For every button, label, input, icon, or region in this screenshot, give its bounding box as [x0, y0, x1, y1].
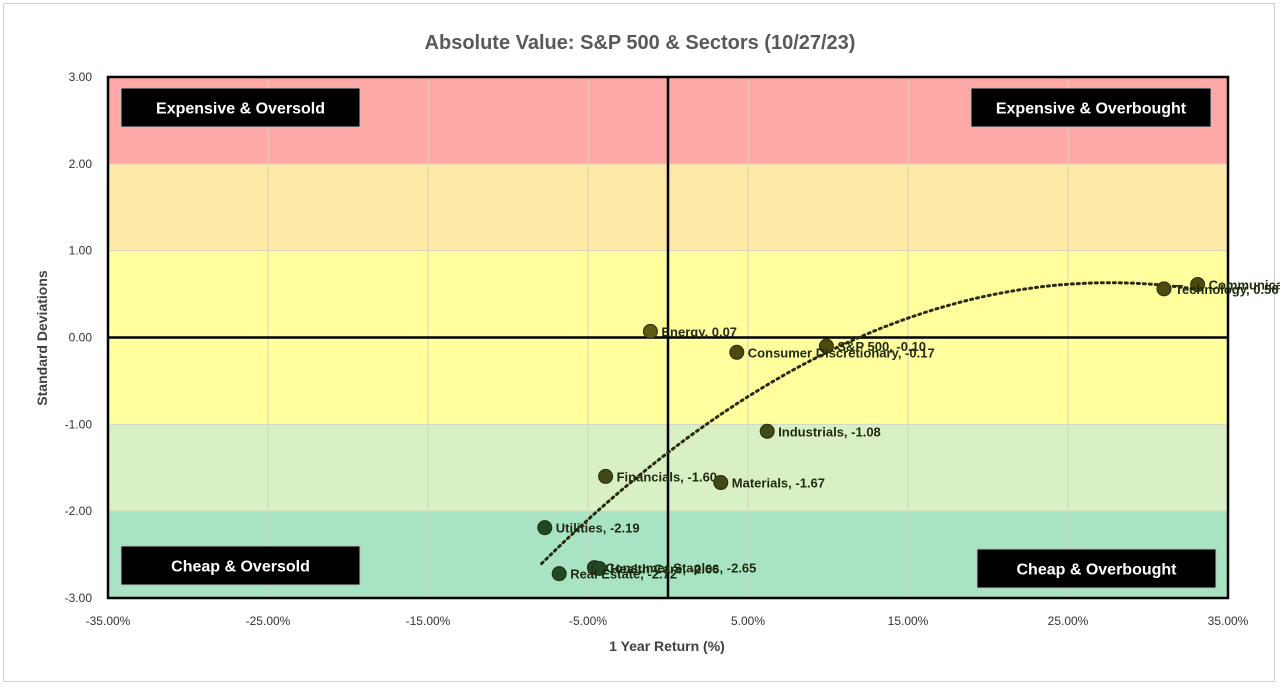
quadrant-cheap-and-oversold: Cheap & Oversold [120, 545, 361, 586]
data-label: Industrials, -1.08 [778, 424, 881, 439]
y-tick-label: -1.00 [65, 417, 93, 431]
x-tick-label: -15.00% [406, 614, 451, 628]
quadrant-text: Cheap & Oversold [171, 559, 310, 576]
data-point [713, 475, 729, 491]
y-tick-label: -3.00 [65, 591, 93, 605]
point-technology: Technology, 0.56 [1156, 281, 1279, 297]
quadrant-labels: Expensive & Oversold Expensive & Overboug… [120, 87, 1217, 589]
point-financials: Financials, -1.60 [598, 468, 717, 484]
data-label: Materials, -1.67 [732, 476, 825, 491]
data-point [1156, 281, 1172, 297]
data-label: Consumer Staples, -2.65 [605, 561, 756, 576]
data-point [598, 468, 614, 484]
data-label: S&P 500, -0.10 [837, 339, 926, 354]
point-real-estate: Real Estate, -2.72 [551, 566, 677, 582]
x-tick-label: 25.00% [1048, 614, 1089, 628]
y-tick-label: 1.00 [69, 244, 93, 258]
point-communication-services: Communication Services, 0.61 [1190, 277, 1280, 293]
data-point [729, 344, 745, 360]
data-label: Utilities, -2.19 [556, 521, 640, 536]
data-point [759, 423, 775, 439]
points-layer: Communication Services, 0.61Technology, … [537, 277, 1280, 582]
point-sandp-500: S&P 500, -0.10 [818, 338, 926, 354]
data-point [537, 520, 553, 536]
quadrant-cheap-and-overbought: Cheap & Overbought [976, 548, 1217, 589]
quadrant-text: Expensive & Oversold [156, 101, 325, 118]
x-tick-label: 15.00% [888, 614, 929, 628]
quadrant-expensive-and-overbought: Expensive & Overbought [970, 87, 1212, 128]
x-tick-labels: -35.00% -25.00% -15.00% -5.00% 5.00% 15.00% 25… [86, 614, 1249, 628]
y-tick-labels: 3.00 2.00 1.00 0.00 -1.00 -2.00 -3.00 [65, 70, 93, 605]
data-point [818, 338, 834, 354]
quadrant-expensive-and-oversold: Expensive & Oversold [120, 87, 361, 128]
x-tick-label: 5.00% [731, 614, 765, 628]
data-point [1190, 277, 1206, 293]
x-tick-label: -35.00% [86, 614, 131, 628]
data-label: Consumer Discretionary, -0.17 [748, 345, 935, 360]
data-label: Health Care, -2.66 [610, 561, 719, 576]
point-industrials: Industrials, -1.08 [759, 423, 881, 439]
y-axis-label: Standard Deviations [34, 270, 50, 406]
y-tick-label: 2.00 [69, 157, 93, 171]
point-utilities: Utilities, -2.19 [537, 520, 640, 536]
data-point [591, 560, 607, 576]
y-tick-label: 3.00 [69, 70, 93, 84]
trendline [540, 281, 1200, 566]
chart-title: Absolute Value: S&P 500 & Sectors (10/27… [425, 32, 856, 54]
x-tick-label: -5.00% [569, 614, 607, 628]
x-tick-label: 35.00% [1208, 614, 1249, 628]
axes-layer [106, 75, 1230, 600]
data-label: Communication Services, 0.61 [1209, 278, 1280, 293]
point-health-care: Health Care, -2.66 [591, 560, 719, 576]
y-tick-label: -2.00 [65, 504, 93, 518]
point-energy: Energy, 0.07 [642, 323, 737, 339]
quadrant-box [970, 87, 1212, 128]
data-label: Financials, -1.60 [617, 469, 717, 484]
quadrant-box [120, 545, 361, 586]
data-point [642, 323, 658, 339]
quadrant-text: Cheap & Overbought [1016, 562, 1177, 579]
x-axis-label: 1 Year Return (%) [609, 638, 725, 654]
trendline-layer [540, 281, 1200, 566]
point-consumer-discretionary: Consumer Discretionary, -0.17 [729, 344, 935, 360]
data-label: Real Estate, -2.72 [570, 567, 677, 582]
point-materials: Materials, -1.67 [713, 475, 825, 491]
data-label: Energy, 0.07 [661, 324, 737, 339]
quadrant-box [120, 87, 361, 128]
chart-frame [3, 3, 1275, 682]
y-tick-label: 0.00 [69, 331, 93, 345]
x-tick-label: -25.00% [246, 614, 291, 628]
data-point [551, 566, 567, 582]
data-label: Technology, 0.56 [1175, 282, 1279, 297]
quadrant-box [976, 548, 1217, 589]
quadrant-text: Expensive & Overbought [996, 101, 1187, 118]
